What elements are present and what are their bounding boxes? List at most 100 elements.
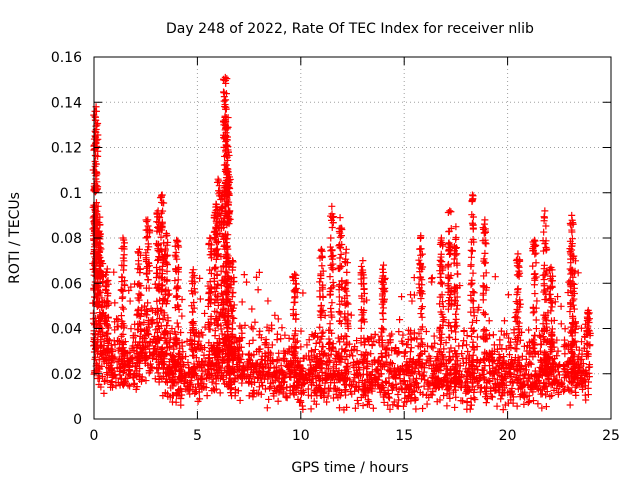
data-point xyxy=(405,391,413,399)
data-point xyxy=(425,380,433,388)
data-point xyxy=(442,370,450,378)
data-point xyxy=(200,361,208,369)
data-point xyxy=(335,386,343,394)
data-point xyxy=(367,372,375,380)
data-point xyxy=(498,372,506,380)
data-point xyxy=(130,374,138,382)
data-point xyxy=(443,402,451,410)
data-point xyxy=(373,366,381,374)
data-point xyxy=(277,362,285,370)
data-point xyxy=(427,275,435,283)
data-point xyxy=(374,366,382,374)
data-point xyxy=(241,321,249,329)
data-point xyxy=(201,309,209,317)
data-point xyxy=(127,283,135,291)
data-point xyxy=(440,392,448,400)
data-point xyxy=(395,328,403,336)
data-point xyxy=(312,400,320,408)
data-point xyxy=(114,316,122,324)
data-point xyxy=(496,382,504,390)
data-point xyxy=(555,371,563,379)
data-point xyxy=(368,360,376,368)
data-point xyxy=(491,379,499,387)
data-point xyxy=(324,358,332,366)
data-point xyxy=(132,385,140,393)
data-point xyxy=(281,331,289,339)
data-point xyxy=(203,392,211,400)
data-point xyxy=(497,395,505,403)
data-point xyxy=(538,404,546,412)
data-point xyxy=(177,394,185,402)
data-point xyxy=(385,390,393,398)
data-point xyxy=(482,399,490,407)
data-point xyxy=(486,369,494,377)
x-tick-label: 15 xyxy=(395,428,413,444)
data-point xyxy=(401,352,409,360)
data-point xyxy=(116,368,124,376)
data-point xyxy=(341,387,349,395)
data-point xyxy=(240,271,248,279)
data-point xyxy=(277,335,285,343)
data-point xyxy=(560,387,568,395)
data-point xyxy=(396,316,404,324)
data-point xyxy=(452,393,460,401)
data-point xyxy=(553,336,561,344)
data-point xyxy=(255,383,263,391)
data-point xyxy=(385,394,393,402)
data-point xyxy=(532,325,540,333)
data-point xyxy=(268,325,276,333)
y-tick-label: 0.12 xyxy=(51,141,82,157)
data-point xyxy=(340,406,348,414)
data-point xyxy=(520,400,528,408)
data-point xyxy=(552,366,560,374)
data-point xyxy=(350,345,358,353)
data-point xyxy=(245,350,253,358)
data-point xyxy=(584,384,592,392)
data-point xyxy=(359,402,367,410)
data-point xyxy=(505,334,513,342)
data-point xyxy=(557,320,565,328)
y-tick-label: 0.08 xyxy=(51,231,82,247)
data-point xyxy=(304,391,312,399)
data-point xyxy=(261,385,269,393)
data-point xyxy=(238,379,246,387)
data-point xyxy=(486,378,494,386)
data-point xyxy=(566,387,574,395)
data-point xyxy=(462,389,470,397)
data-point xyxy=(529,397,537,405)
data-point xyxy=(496,341,504,349)
data-point xyxy=(305,336,313,344)
y-tick-label: 0.14 xyxy=(51,95,82,111)
data-point xyxy=(284,362,292,370)
data-point xyxy=(316,323,324,331)
data-point xyxy=(561,350,569,358)
x-tick-label: 10 xyxy=(292,428,310,444)
data-point xyxy=(407,344,415,352)
data-point xyxy=(249,336,257,344)
y-tick-label: 0.04 xyxy=(51,322,82,338)
data-point xyxy=(98,362,106,370)
data-point xyxy=(464,348,472,356)
data-point xyxy=(324,392,332,400)
data-point xyxy=(383,344,391,352)
data-point xyxy=(428,343,436,351)
data-point xyxy=(289,382,297,390)
data-point xyxy=(112,382,120,390)
data-point xyxy=(520,342,528,350)
data-point xyxy=(377,332,385,340)
data-point xyxy=(408,297,416,305)
y-tick-label: 0.16 xyxy=(51,50,82,66)
data-point xyxy=(550,359,558,367)
data-point xyxy=(351,404,359,412)
data-point xyxy=(467,394,475,402)
data-point xyxy=(486,332,494,340)
data-point xyxy=(170,345,178,353)
chart-title: Day 248 of 2022, Rate Of TEC Index for r… xyxy=(166,21,534,37)
data-point xyxy=(447,379,455,387)
data-point xyxy=(179,348,187,356)
data-point xyxy=(488,393,496,401)
data-point xyxy=(304,385,312,393)
data-point xyxy=(369,404,377,412)
data-point xyxy=(317,364,325,372)
data-point xyxy=(336,392,344,400)
